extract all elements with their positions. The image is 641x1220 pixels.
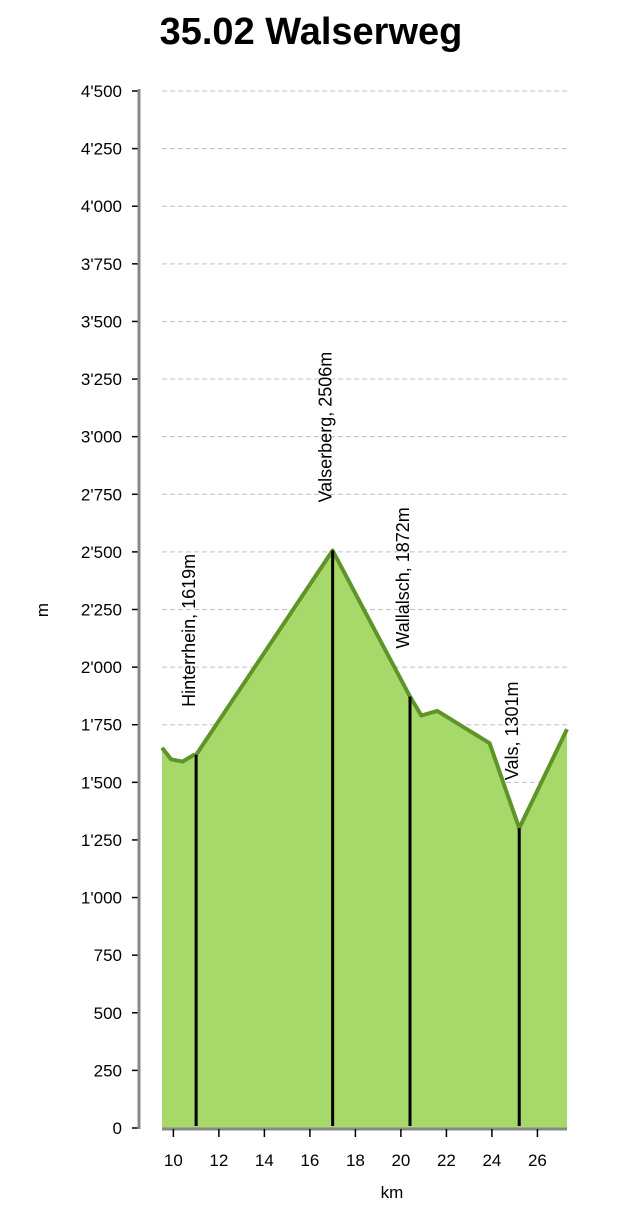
y-tick-label: 4'500 bbox=[81, 82, 122, 101]
profile-area bbox=[160, 548, 569, 1128]
y-tick-label: 1'000 bbox=[81, 889, 122, 908]
y-tick-label: 1'750 bbox=[81, 716, 122, 735]
x-tick-label: 10 bbox=[164, 1151, 183, 1170]
x-tick-label: 16 bbox=[300, 1151, 319, 1170]
y-tick-label: 0 bbox=[113, 1119, 122, 1138]
y-tick-label: 2'000 bbox=[81, 658, 122, 677]
y-tick-label: 250 bbox=[94, 1061, 122, 1080]
y-tick-label: 3'000 bbox=[81, 428, 122, 447]
x-tick-label: 12 bbox=[209, 1151, 228, 1170]
y-tick-label: 3'250 bbox=[81, 370, 122, 389]
waypoint-label: Vals, 1301m bbox=[502, 681, 522, 780]
x-tick-label: 26 bbox=[528, 1151, 547, 1170]
x-axis-label: km bbox=[381, 1183, 404, 1202]
axes bbox=[132, 89, 567, 1137]
x-tick-label: 18 bbox=[346, 1151, 365, 1170]
x-tick-labels: 10 12 14 16 18 20 22 24 26 bbox=[164, 1151, 547, 1170]
y-tick-label: 4'250 bbox=[81, 140, 122, 159]
waypoint-label: Hinterrhein, 1619m bbox=[179, 554, 199, 707]
y-tick-label: 2'750 bbox=[81, 485, 122, 504]
elevation-area-fill bbox=[162, 550, 567, 1128]
y-axis-label: m bbox=[33, 603, 52, 617]
y-tick-label: 4'000 bbox=[81, 197, 122, 216]
y-tick-label: 750 bbox=[94, 946, 122, 965]
y-tick-label: 2'250 bbox=[81, 601, 122, 620]
y-tick-label: 2'500 bbox=[81, 543, 122, 562]
chart-title: 35.02 Walserweg bbox=[160, 11, 463, 53]
x-tick-label: 20 bbox=[391, 1151, 410, 1170]
y-tick-label: 1'250 bbox=[81, 831, 122, 850]
x-tick-label: 22 bbox=[437, 1151, 456, 1170]
waypoint-label: Valserberg, 2506m bbox=[316, 352, 336, 503]
waypoint-label: Wallalsch, 1872m bbox=[393, 507, 413, 648]
x-tick-label: 14 bbox=[255, 1151, 274, 1170]
waypoint-markers: Hinterrhein, 1619m Valserberg, 2506m Walla… bbox=[179, 352, 522, 1126]
y-tick-label: 500 bbox=[94, 1004, 122, 1023]
elevation-line bbox=[160, 548, 569, 831]
y-tick-label: 1'500 bbox=[81, 773, 122, 792]
x-tick-label: 24 bbox=[482, 1151, 501, 1170]
y-tick-labels: 0 250 500 750 1'000 1'250 1'500 1'750 2'000 2'250… bbox=[81, 82, 122, 1138]
y-tick-label: 3'750 bbox=[81, 255, 122, 274]
y-tick-label: 3'500 bbox=[81, 312, 122, 331]
